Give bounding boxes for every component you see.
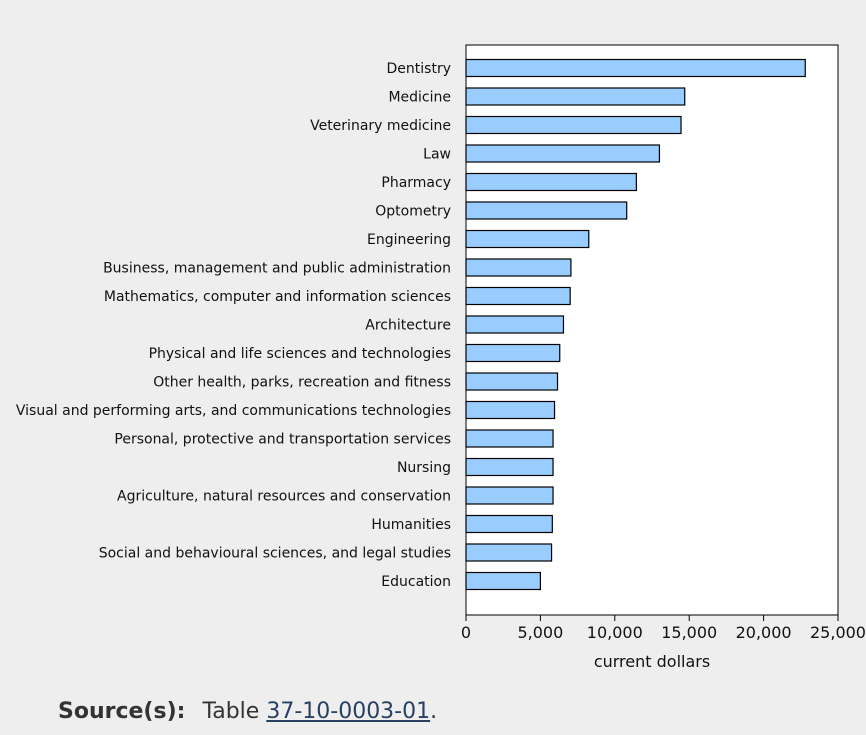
bar-8	[465, 286, 571, 306]
category-label-2: Veterinary medicine	[310, 118, 451, 134]
category-label-6: Engineering	[367, 232, 451, 248]
source-table-link[interactable]: 37-10-0003-01	[266, 699, 431, 724]
x-tick-label-3: 15,000	[661, 623, 717, 642]
category-label-18: Education	[381, 574, 451, 590]
bar-9	[465, 315, 565, 334]
category-label-13: Personal, protective and transportation …	[114, 432, 451, 448]
bar-16	[465, 514, 553, 534]
bar-4	[465, 172, 637, 192]
bar-2	[465, 115, 682, 135]
bar-13	[465, 429, 554, 448]
bar-15	[465, 486, 554, 505]
bar-5	[465, 201, 628, 220]
x-tick-label-2: 10,000	[587, 623, 643, 642]
bar-1	[465, 87, 686, 106]
category-label-15: Agriculture, natural resources and conse…	[117, 489, 451, 505]
category-label-0: Dentistry	[387, 61, 451, 77]
x-tick-label-4: 20,000	[736, 623, 792, 642]
category-label-9: Architecture	[365, 318, 451, 334]
bar-7	[465, 258, 572, 277]
bar-6	[465, 229, 590, 249]
category-label-1: Medicine	[388, 90, 451, 106]
x-tick-label-5: 25,000	[810, 623, 866, 642]
category-label-4: Pharmacy	[381, 175, 451, 191]
bar-11	[465, 372, 559, 391]
bar-chart: Dentistry Medicine Veterinary medicine Law P…	[16, 44, 866, 671]
category-label-17: Social and behavioural sciences, and leg…	[99, 546, 451, 562]
bar-17	[465, 543, 553, 562]
category-label-5: Optometry	[375, 204, 451, 220]
source-line: Source(s): Table 37-10-0003-01.	[58, 699, 437, 724]
bar-3	[465, 144, 661, 163]
category-labels: Dentistry Medicine Veterinary medicine Law P…	[16, 61, 451, 590]
category-label-10: Physical and life sciences and technolog…	[149, 346, 451, 362]
bar-10	[465, 343, 561, 363]
bar-14	[465, 457, 554, 477]
x-axis-title: current dollars	[594, 652, 710, 671]
x-axis-ticks: 0 5,000 10,000 15,000 20,000 25,000	[461, 615, 866, 642]
category-label-8: Mathematics, computer and information sc…	[104, 289, 451, 305]
x-tick-label-1: 5,000	[517, 623, 563, 642]
bar-18	[465, 571, 542, 591]
category-label-12: Visual and performing arts, and communic…	[16, 403, 451, 419]
category-label-14: Nursing	[397, 460, 451, 476]
category-label-7: Business, management and public administ…	[103, 261, 451, 277]
source-suffix: .	[430, 699, 438, 724]
bar-0	[465, 58, 806, 78]
bars-group	[465, 58, 806, 591]
category-label-3: Law	[423, 147, 451, 163]
category-label-16: Humanities	[371, 517, 451, 533]
x-tick-label-0: 0	[461, 623, 471, 642]
category-label-11: Other health, parks, recreation and fitn…	[153, 375, 451, 391]
source-title: Source(s):	[58, 699, 186, 724]
bar-12	[465, 400, 556, 420]
source-prefix: Table	[202, 699, 260, 724]
